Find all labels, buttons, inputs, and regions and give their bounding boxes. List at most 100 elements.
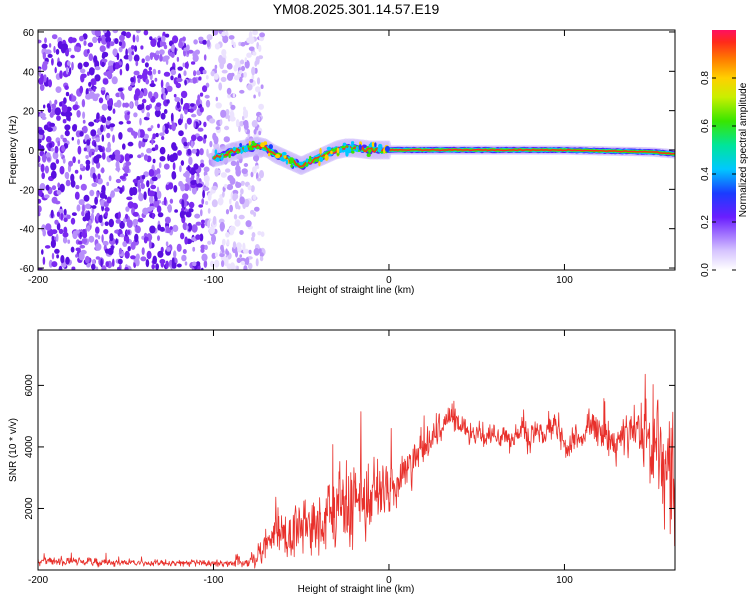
noise-blob — [138, 191, 142, 200]
noise-blob — [248, 46, 255, 52]
noise-blob — [194, 213, 201, 219]
noise-blob — [56, 254, 59, 259]
noise-blob — [215, 126, 221, 130]
noise-blob — [176, 83, 180, 88]
noise-blob — [94, 66, 101, 71]
noise-blob — [220, 76, 227, 82]
noise-blob — [134, 45, 138, 52]
noise-blob — [188, 49, 194, 54]
noise-blob — [43, 74, 47, 83]
noise-blob — [163, 163, 170, 170]
noise-blob — [101, 234, 104, 243]
signal-blob — [285, 159, 289, 165]
noise-blob — [156, 205, 162, 213]
noise-blob — [152, 255, 157, 264]
noise-blob — [259, 32, 265, 38]
noise-blob — [106, 132, 111, 139]
noise-blob — [47, 53, 53, 58]
noise-blob — [173, 93, 177, 98]
noise-blob — [251, 74, 255, 80]
noise-blob — [139, 117, 142, 126]
noise-blob — [214, 252, 218, 258]
y-tick-label: 2000 — [24, 497, 35, 520]
noise-blob — [108, 218, 115, 228]
y-tick-label: 20 — [23, 107, 35, 118]
noise-blob — [75, 184, 80, 190]
noise-blob — [65, 66, 69, 75]
noise-blob — [178, 180, 184, 187]
noise-blob — [192, 51, 197, 58]
noise-blob — [193, 163, 199, 170]
noise-blob — [170, 69, 177, 76]
snr-frame — [37, 329, 676, 571]
noise-blob — [204, 244, 208, 250]
noise-blob — [66, 214, 71, 220]
noise-blob — [55, 233, 59, 242]
noise-blob — [88, 67, 95, 76]
noise-blob — [132, 34, 136, 43]
noise-blob — [107, 141, 111, 150]
colorbar-tick-label: 0.0 — [700, 263, 711, 277]
noise-blob — [88, 121, 95, 127]
noise-blob — [235, 182, 242, 188]
noise-blob — [150, 184, 157, 190]
noise-blob — [45, 223, 52, 231]
noise-blob — [106, 41, 111, 49]
noise-blob — [79, 35, 84, 42]
x-tick-label: 100 — [556, 275, 573, 286]
noise-blob — [148, 91, 153, 99]
noise-blob — [206, 34, 213, 41]
noise-blob — [117, 211, 121, 219]
noise-blob — [63, 208, 67, 216]
noise-blob — [93, 87, 96, 92]
noise-blob — [87, 48, 90, 54]
noise-blob — [106, 196, 112, 204]
noise-blob — [191, 186, 197, 195]
noise-blob — [170, 112, 174, 122]
noise-blob — [156, 173, 161, 179]
noise-blob — [226, 72, 234, 81]
noise-blob — [251, 232, 256, 238]
noise-blob — [71, 61, 74, 71]
noise-blob — [243, 71, 247, 78]
noise-blob — [206, 39, 211, 48]
noise-blob — [188, 208, 194, 213]
noise-blob — [133, 54, 140, 62]
noise-blob — [210, 70, 215, 77]
noise-blob — [159, 54, 163, 62]
noise-blob — [102, 124, 106, 132]
noise-blob — [64, 85, 69, 90]
noise-blob — [235, 119, 240, 128]
noise-blob — [201, 198, 205, 205]
noise-blob — [146, 250, 152, 260]
noise-blob — [40, 163, 45, 173]
noise-blob — [213, 219, 216, 226]
noise-blob — [74, 169, 79, 174]
noise-blob — [238, 70, 243, 74]
noise-blob — [78, 251, 85, 261]
noise-blob — [43, 194, 50, 199]
noise-blob — [148, 190, 155, 197]
noise-blob — [101, 134, 105, 142]
noise-blob — [77, 159, 81, 164]
noise-blob — [234, 219, 241, 227]
noise-blob — [203, 54, 207, 61]
noise-blob — [95, 243, 102, 251]
noise-blob — [143, 30, 149, 36]
noise-blob — [122, 143, 126, 150]
noise-blob — [82, 111, 86, 119]
noise-blob — [200, 219, 205, 224]
noise-blob — [51, 34, 58, 40]
noise-blob — [230, 104, 236, 110]
noise-blob — [189, 108, 194, 113]
noise-blob — [104, 195, 108, 200]
noise-blob — [75, 254, 79, 258]
noise-blob — [221, 69, 228, 74]
noise-blob — [113, 188, 120, 192]
noise-blob — [254, 60, 258, 67]
noise-blob — [69, 94, 72, 101]
noise-blob — [105, 36, 112, 44]
noise-blob — [180, 97, 184, 105]
noise-blob — [52, 104, 56, 111]
signal-blob — [338, 147, 343, 153]
